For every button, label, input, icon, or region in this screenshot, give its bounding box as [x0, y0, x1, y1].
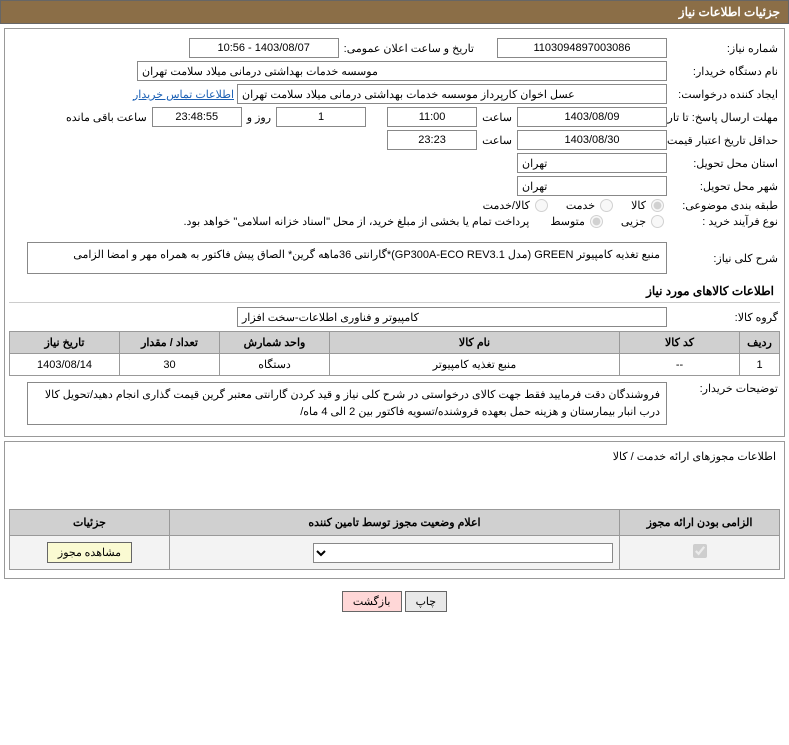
radio-both-label: کالا/خدمت — [483, 199, 530, 212]
buyer-notes-label: توضیحات خریدار: — [670, 382, 780, 395]
days-value: 1 — [276, 107, 366, 127]
radio-goods — [651, 199, 664, 212]
table-row: 1 -- منبع تغذیه کامپیوتر دستگاه 30 1403/… — [10, 354, 780, 376]
radio-medium-label: متوسط — [550, 215, 585, 228]
desc-label: شرح کلی نیاز: — [670, 252, 780, 265]
td-name: منبع تغذیه کامپیوتر — [330, 354, 620, 376]
td-unit: دستگاه — [220, 354, 330, 376]
validity-date: 1403/08/30 — [517, 130, 667, 150]
need-number-value: 1103094897003086 — [497, 38, 667, 58]
radio-service-label: خدمت — [566, 199, 595, 212]
th-details: جزئیات — [10, 510, 170, 536]
time-label-2: ساعت — [480, 134, 514, 147]
treasury-note: پرداخت تمام یا بخشی از مبلغ خرید، از محل… — [184, 215, 530, 228]
items-header: اطلاعات کالاهای مورد نیاز — [9, 280, 780, 303]
td-date: 1403/08/14 — [10, 354, 120, 376]
requester-value: عسل اخوان کارپرداز موسسه خدمات بهداشتی د… — [237, 84, 667, 104]
print-button[interactable]: چاپ — [405, 591, 448, 612]
items-table: ردیف کد کالا نام کالا واحد شمارش تعداد /… — [9, 331, 780, 376]
buyer-contact-link[interactable]: اطلاعات تماس خریدار — [133, 88, 234, 101]
radio-medium — [590, 215, 603, 228]
status-select[interactable] — [313, 543, 613, 563]
buyer-org-value: موسسه خدمات بهداشتی درمانی میلاد سلامت ت… — [137, 61, 667, 81]
th-name: نام کالا — [330, 332, 620, 354]
radio-service — [600, 199, 613, 212]
radio-goods-label: کالا — [631, 199, 646, 212]
deadline-date: 1403/08/09 — [517, 107, 667, 127]
th-status: اعلام وضعیت مجوز توسط تامین کننده — [170, 510, 620, 536]
th-mandatory: الزامی بودن ارائه مجوز — [620, 510, 780, 536]
td-row: 1 — [740, 354, 780, 376]
permit-row: مشاهده مجوز — [10, 536, 780, 570]
th-row: ردیف — [740, 332, 780, 354]
permit-table: الزامی بودن ارائه مجوز اعلام وضعیت مجوز … — [9, 509, 780, 570]
mandatory-checkbox — [693, 544, 707, 558]
time-label-1: ساعت — [480, 111, 514, 124]
days-label: روز و — [245, 111, 273, 124]
back-button[interactable]: بازگشت — [342, 591, 402, 612]
radio-partial — [651, 215, 664, 228]
buyer-org-label: نام دستگاه خریدار: — [670, 65, 780, 78]
radio-both — [535, 199, 548, 212]
th-qty: تعداد / مقدار — [120, 332, 220, 354]
deadline-label: مهلت ارسال پاسخ: تا تاریخ: — [670, 111, 780, 124]
requester-label: ایجاد کننده درخواست: — [670, 88, 780, 101]
permit-header: اطلاعات مجوزهای ارائه خدمت / کالا — [9, 448, 780, 469]
announce-value: 1403/08/07 - 10:56 — [189, 38, 339, 58]
page-header: جزئیات اطلاعات نیاز — [0, 0, 789, 24]
category-label: طبقه بندی موضوعی: — [670, 199, 780, 212]
th-code: کد کالا — [620, 332, 740, 354]
desc-value: منبع تغذیه کامپیوتر GREEN (مدل GP300A-EC… — [27, 242, 667, 274]
validity-label: حداقل تاریخ اعتبار قیمت: تا تاریخ: — [670, 134, 780, 147]
th-unit: واحد شمارش — [220, 332, 330, 354]
th-date: تاریخ نیاز — [10, 332, 120, 354]
purchase-type-label: نوع فرآیند خرید : — [670, 215, 780, 228]
validity-time: 23:23 — [387, 130, 477, 150]
goods-group-label: گروه کالا: — [670, 311, 780, 324]
permit-section: اطلاعات مجوزهای ارائه خدمت / کالا الزامی… — [4, 441, 785, 579]
province-value: تهران — [517, 153, 667, 173]
city-label: شهر محل تحویل: — [670, 180, 780, 193]
footer-buttons: چاپ بازگشت — [0, 583, 789, 620]
remain-time: 23:48:55 — [152, 107, 242, 127]
deadline-time: 11:00 — [387, 107, 477, 127]
td-code: -- — [620, 354, 740, 376]
need-number-label: شماره نیاز: — [670, 42, 780, 55]
main-section: شماره نیاز: 1103094897003086 تاریخ و ساع… — [4, 28, 785, 437]
goods-group-value: کامپیوتر و فناوری اطلاعات-سخت افزار — [237, 307, 667, 327]
province-label: استان محل تحویل: — [670, 157, 780, 170]
view-permit-button[interactable]: مشاهده مجوز — [47, 542, 132, 563]
buyer-notes-value: فروشندگان دقت فرمایید فقط جهت کالای درخو… — [27, 382, 667, 425]
remain-label: ساعت باقی مانده — [64, 111, 149, 124]
td-qty: 30 — [120, 354, 220, 376]
city-value: تهران — [517, 176, 667, 196]
announce-label: تاریخ و ساعت اعلان عمومی: — [342, 42, 476, 55]
radio-partial-label: جزیی — [621, 215, 646, 228]
